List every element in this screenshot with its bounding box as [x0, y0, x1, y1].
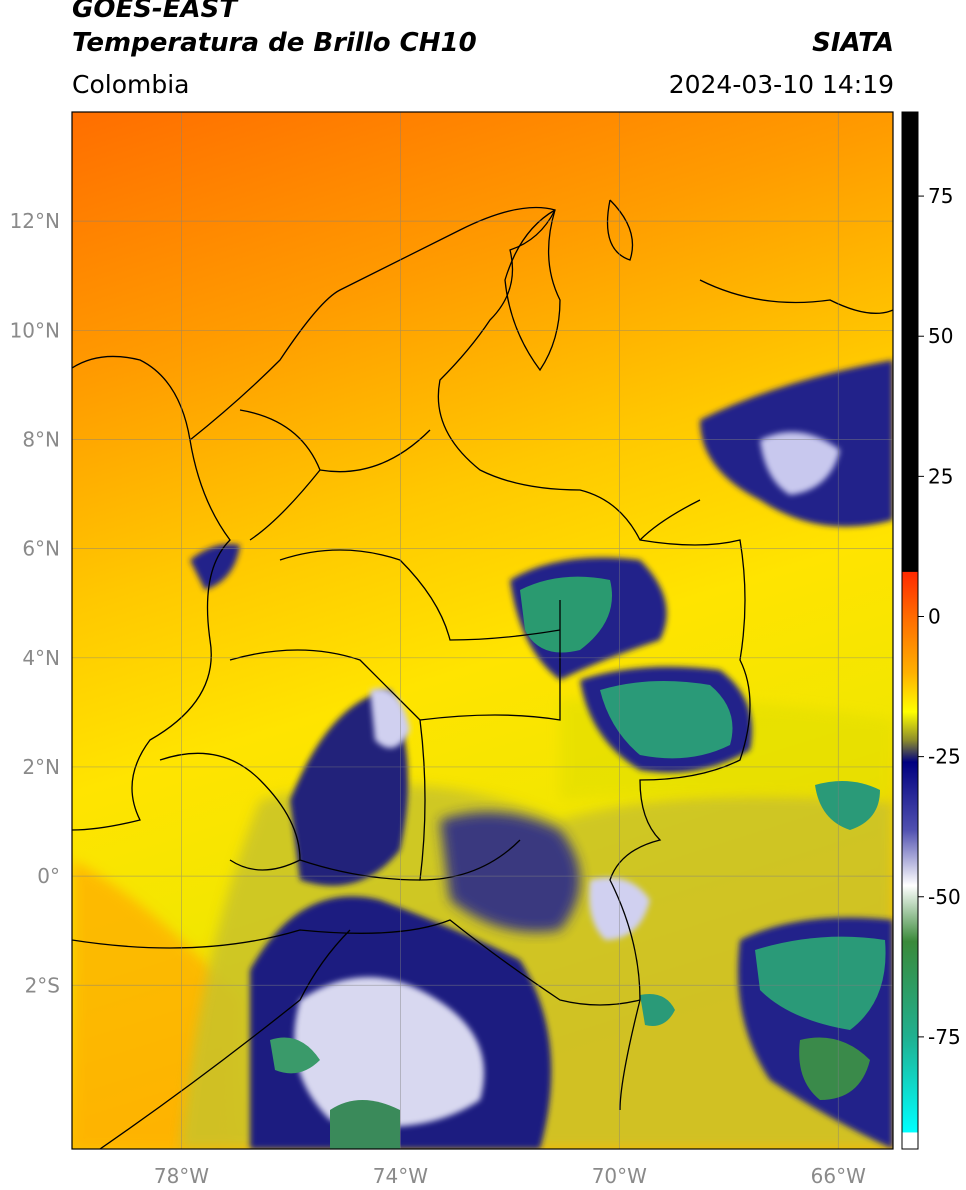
lat-label: 2°S	[25, 973, 60, 997]
colorbar	[901, 111, 919, 1150]
lat-label: 8°N	[22, 427, 60, 451]
brand-label: SIATA	[812, 28, 894, 58]
colorbar-tick-label: 75	[928, 184, 953, 208]
colorbar-tick-label: -75	[928, 1025, 961, 1049]
lon-label: 70°W	[592, 1164, 647, 1188]
colorbar-ticks: 75 50 25 0 -25 -50 -75	[918, 184, 961, 1049]
colorbar-tick-label: 50	[928, 324, 953, 348]
lon-label: 66°W	[811, 1164, 866, 1188]
lat-label: 12°N	[10, 209, 60, 233]
gridlines	[72, 112, 893, 1149]
colorbar-tick-label: -50	[928, 885, 961, 909]
satellite-image	[72, 112, 893, 1149]
title-product: Temperatura de Brillo CH10	[72, 28, 477, 58]
map-frame	[71, 111, 894, 1150]
colorbar-tick-label: 25	[928, 464, 953, 488]
lon-label: 74°W	[373, 1164, 428, 1188]
datetime-label: 2024-03-10 14:19	[668, 70, 894, 99]
title-satellite: GOES-EAST	[72, 0, 238, 24]
borders	[72, 199, 893, 1149]
lat-label: 10°N	[10, 318, 60, 342]
region-label: Colombia	[72, 70, 190, 99]
lon-label: 78°W	[154, 1164, 209, 1188]
lat-label: 0°	[37, 864, 60, 888]
colorbar-tick-label: 0	[928, 604, 941, 628]
longitude-labels: 78°W 74°W 70°W 66°W	[154, 1164, 866, 1188]
colorbar-tick-label: -25	[928, 745, 961, 769]
latitude-labels: 12°N 10°N 8°N 6°N 4°N 2°N 0° 2°S	[10, 209, 60, 997]
lat-label: 6°N	[22, 537, 60, 561]
lat-label: 4°N	[22, 646, 60, 670]
lat-label: 2°N	[22, 755, 60, 779]
